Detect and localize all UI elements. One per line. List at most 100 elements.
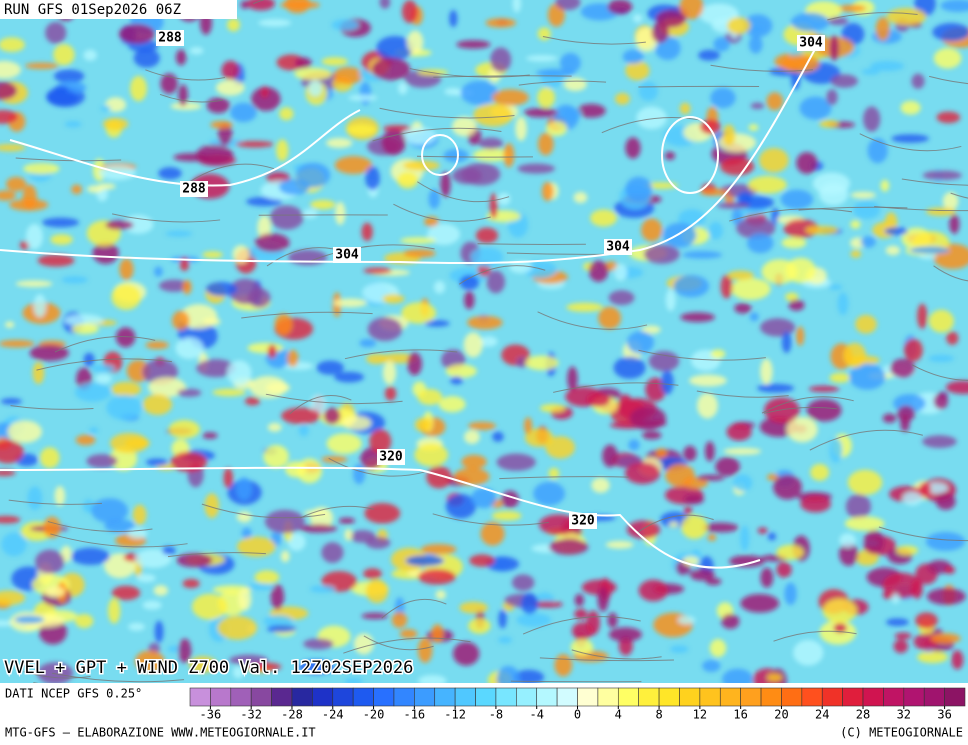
- field-patch: [882, 413, 897, 424]
- field-patch: [875, 17, 890, 41]
- field-patch: [574, 608, 588, 620]
- field-patch: [951, 650, 964, 670]
- field-patch: [397, 171, 418, 189]
- field-patch: [427, 223, 461, 246]
- field-patch: [697, 392, 718, 419]
- streamline: [145, 69, 226, 81]
- colorbar-tick-label: 36: [937, 708, 951, 722]
- field-patch: [265, 382, 291, 394]
- field-patch: [74, 382, 111, 402]
- field-patch: [175, 337, 204, 360]
- field-patch: [464, 429, 480, 444]
- streamline: [10, 405, 94, 410]
- field-patch: [64, 120, 82, 128]
- streamline: [363, 635, 434, 651]
- field-patch: [512, 0, 522, 13]
- credit-right: (C) METEOGIORNALE: [840, 726, 963, 740]
- field-patch: [168, 420, 200, 439]
- field-patch: [433, 280, 446, 294]
- colorbar-box: [475, 687, 497, 707]
- field-patch: [641, 218, 663, 242]
- field-patch: [287, 349, 299, 367]
- field-patch: [381, 129, 406, 156]
- field-patch: [668, 521, 679, 528]
- field-patch: [212, 388, 246, 397]
- field-patch: [0, 109, 18, 124]
- field-patch: [32, 361, 45, 384]
- field-patch: [365, 579, 389, 604]
- streamline: [859, 133, 962, 152]
- field-patch: [949, 214, 960, 234]
- streamline: [8, 499, 102, 505]
- streamline: [510, 680, 642, 683]
- field-patch: [188, 656, 218, 673]
- field-patch: [363, 267, 392, 274]
- field-patch: [843, 342, 866, 368]
- field-patch: [367, 317, 403, 342]
- field-patch: [886, 8, 927, 26]
- field-patch: [636, 106, 667, 130]
- streamline: [379, 107, 515, 119]
- colorbar-tick-label: -36: [200, 708, 222, 722]
- field-patch: [810, 463, 830, 481]
- field-patch: [678, 209, 706, 228]
- field-patch: [870, 60, 905, 72]
- contour-label-bg: [333, 247, 361, 263]
- field-patch: [236, 477, 252, 501]
- field-patch: [590, 209, 617, 227]
- field-patch: [485, 18, 517, 28]
- field-patch: [885, 245, 901, 256]
- field-patch: [638, 579, 669, 602]
- field-patch: [449, 9, 458, 28]
- field-patch: [539, 514, 578, 535]
- field-patch: [264, 509, 305, 534]
- field-patch: [850, 250, 862, 258]
- field-patch: [7, 420, 43, 443]
- field-patch: [133, 48, 160, 68]
- field-patch: [382, 294, 405, 304]
- field-patch: [279, 107, 294, 121]
- colorbar-box: [312, 687, 334, 707]
- colorbar-box: [577, 687, 599, 707]
- field-patch: [154, 620, 164, 643]
- field-patch: [244, 396, 261, 406]
- field-patch: [836, 4, 867, 12]
- streamline: [542, 36, 646, 45]
- field-patch: [334, 156, 373, 175]
- field-patch: [128, 622, 146, 631]
- field-patch: [83, 352, 95, 367]
- field-patch: [400, 237, 437, 244]
- field-patch: [855, 314, 877, 334]
- field-patch: [863, 530, 885, 555]
- field-patch: [586, 392, 610, 407]
- field-patch: [757, 527, 768, 534]
- field-patch: [625, 176, 653, 202]
- field-patch: [867, 137, 888, 164]
- streamline: [241, 311, 373, 319]
- field-patch: [837, 292, 849, 316]
- field-patch: [679, 0, 704, 20]
- field-patch: [90, 364, 116, 373]
- field-patch: [267, 344, 277, 359]
- field-patch: [726, 423, 752, 441]
- colorbar-tick-label: 24: [815, 708, 829, 722]
- field-patch: [369, 429, 392, 454]
- field-patch: [445, 364, 477, 378]
- field-patch: [384, 386, 397, 401]
- field-patch: [54, 69, 85, 83]
- field-patch: [790, 12, 830, 32]
- field-patch: [884, 227, 908, 236]
- field-patch: [96, 183, 116, 190]
- streamline: [827, 12, 918, 21]
- field-patch: [294, 67, 332, 80]
- field-patch: [217, 123, 233, 146]
- field-patch: [766, 92, 784, 111]
- field-patch: [402, 160, 440, 171]
- colorbar-box: [414, 687, 436, 707]
- streamline: [432, 513, 549, 526]
- field-patch: [780, 189, 814, 210]
- streamline: [310, 244, 435, 262]
- field-patch: [428, 189, 440, 209]
- field-patch: [276, 139, 289, 162]
- streamline: [458, 265, 546, 285]
